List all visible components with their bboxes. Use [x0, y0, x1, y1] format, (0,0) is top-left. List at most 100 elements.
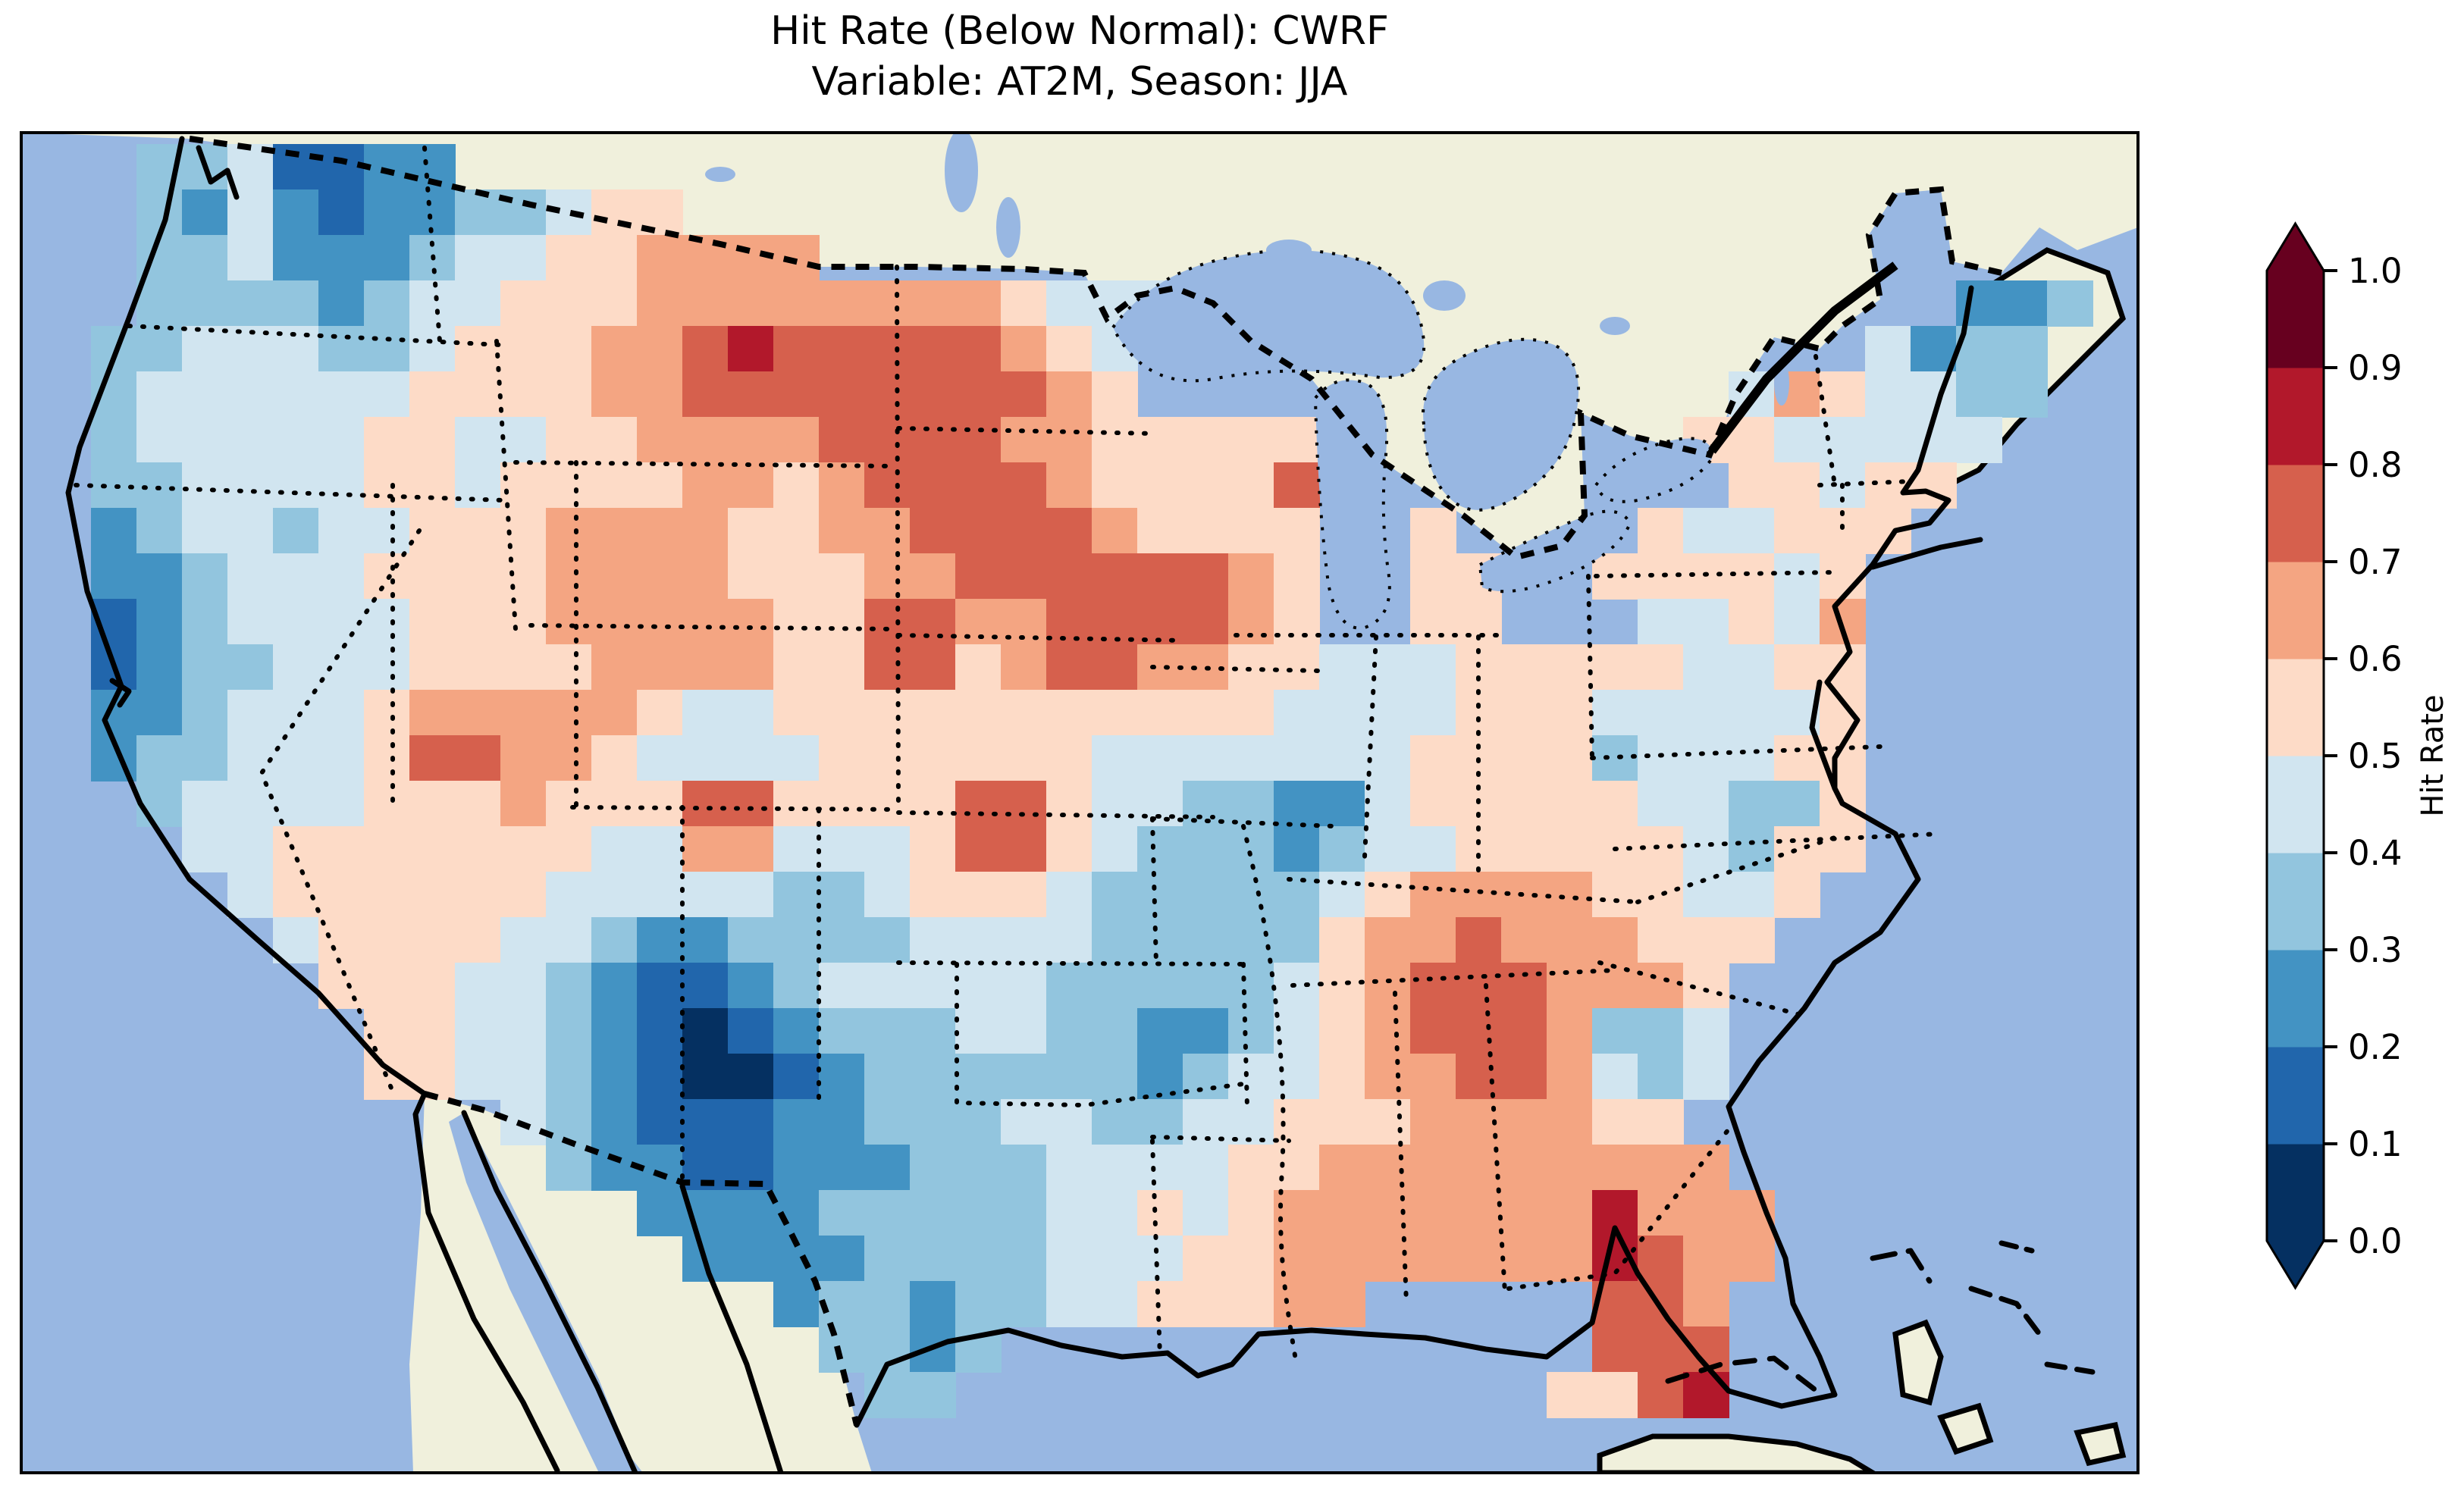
heatmap-cell — [1683, 690, 1729, 736]
heatmap-cell — [500, 1008, 547, 1054]
lake-michigan — [1313, 378, 1391, 630]
heatmap-cell — [682, 417, 729, 463]
heatmap-cell — [1456, 1190, 1502, 1236]
heatmap-cell — [1683, 1190, 1729, 1236]
heatmap-cell — [1683, 963, 1729, 1009]
heatmap-cell — [1547, 1054, 1593, 1100]
heatmap-cell — [1501, 1190, 1547, 1236]
heatmap-cell — [773, 872, 820, 918]
heatmap-cell — [1729, 599, 1775, 645]
heatmap-cell — [1683, 1145, 1729, 1191]
colorbar-segment — [2267, 1144, 2324, 1242]
heatmap-cell — [773, 553, 820, 600]
heatmap-cell — [1092, 826, 1138, 872]
heatmap-cell — [955, 963, 1002, 1009]
heatmap-cell — [819, 371, 865, 418]
heatmap-cell — [364, 371, 410, 418]
heatmap-cell — [1592, 963, 1638, 1009]
heatmap-cell — [1410, 917, 1456, 963]
heatmap-cell — [1501, 781, 1547, 827]
heatmap-cell — [591, 462, 638, 509]
heatmap-cell — [1547, 963, 1593, 1009]
heatmap-cell — [409, 644, 456, 691]
heatmap-cell — [455, 462, 501, 509]
heatmap-cell — [546, 1008, 592, 1054]
heatmap-cell — [1137, 872, 1183, 918]
heatmap-cell — [728, 326, 774, 372]
heatmap-cell — [1365, 1008, 1411, 1054]
bahamas-island — [1892, 1319, 1944, 1406]
heatmap-cell — [773, 735, 820, 781]
heatmap-cell — [728, 599, 774, 645]
heatmap-cell — [136, 735, 183, 781]
heatmap-cell — [318, 599, 365, 645]
heatmap-cell — [591, 1145, 638, 1191]
heatmap-cell — [227, 553, 274, 600]
heatmap-cell — [1228, 1236, 1274, 1282]
heatmap-cell — [682, 781, 729, 827]
heatmap-cell — [546, 417, 592, 463]
heatmap-cell — [500, 553, 547, 600]
heatmap-cell — [773, 1281, 820, 1327]
heatmap-cell — [1956, 417, 2002, 463]
heatmap-cell — [409, 599, 456, 645]
heatmap-cell — [1365, 1099, 1411, 1145]
heatmap-cell — [1046, 917, 1092, 963]
heatmap-cell — [864, 826, 911, 872]
heatmap-cell — [364, 280, 410, 327]
heatmap-cell — [1046, 963, 1092, 1009]
heatmap-cell — [1410, 1099, 1456, 1145]
heatmap-cell — [1183, 872, 1229, 918]
state-borders — [74, 146, 1943, 1367]
heatmap-cell — [1410, 1236, 1456, 1282]
heatmap-cell — [273, 235, 319, 281]
heatmap-cell — [455, 1054, 501, 1100]
heatmap-cell — [1638, 1236, 1684, 1282]
heatmap-cell — [819, 690, 865, 736]
heatmap-cell — [1183, 462, 1229, 509]
heatmap-cell — [728, 1099, 774, 1145]
heatmap-cell — [955, 508, 1002, 554]
heatmap-cell — [1319, 872, 1365, 918]
heatmap-cell — [364, 326, 410, 372]
heatmap-cell — [1319, 735, 1365, 781]
heatmap-cell — [546, 280, 592, 327]
heatmap-cell — [1638, 781, 1684, 827]
heatmap-cell — [773, 371, 820, 418]
heatmap-cell — [1046, 735, 1092, 781]
heatmap-cell — [1592, 1145, 1638, 1191]
heatmap-cell — [409, 553, 456, 600]
heatmap-cell — [1046, 280, 1092, 327]
heatmap-cell — [1547, 872, 1593, 918]
heatmap-cell — [1137, 917, 1183, 963]
heatmap-cell — [1001, 1008, 1047, 1054]
heatmap-cell — [1547, 1190, 1593, 1236]
heatmap-cell — [1001, 1099, 1047, 1145]
heatmap-cell — [773, 235, 820, 281]
heatmap-cell — [1274, 462, 1320, 509]
colorbar-segment — [2267, 562, 2324, 659]
heatmap-cell — [1456, 1236, 1502, 1282]
heatmap-cell — [682, 326, 729, 372]
heatmap-cell — [1183, 690, 1229, 736]
heatmap-cell — [1592, 1099, 1638, 1145]
heatmap-cell — [500, 326, 547, 372]
heatmap-cell — [1274, 1190, 1320, 1236]
heatmap-cell — [1456, 917, 1502, 963]
heatmap-cell — [91, 417, 137, 463]
heatmap-cell — [955, 1145, 1002, 1191]
heatmap-cell — [1274, 826, 1320, 872]
heatmap-cell — [1774, 553, 1820, 600]
heatmap-cell — [364, 826, 410, 872]
heatmap-cell — [1274, 417, 1320, 463]
heatmap-cell — [1456, 963, 1502, 1009]
heatmap-cell — [1456, 690, 1502, 736]
heatmap-cell — [1683, 644, 1729, 691]
heatmap-cell — [1547, 1145, 1593, 1191]
heatmap-cell — [819, 872, 865, 918]
heatmap-cell — [409, 371, 456, 418]
heatmap-cell — [682, 553, 729, 600]
heatmap-cell — [1046, 872, 1092, 918]
heatmap-cell — [1001, 872, 1047, 918]
